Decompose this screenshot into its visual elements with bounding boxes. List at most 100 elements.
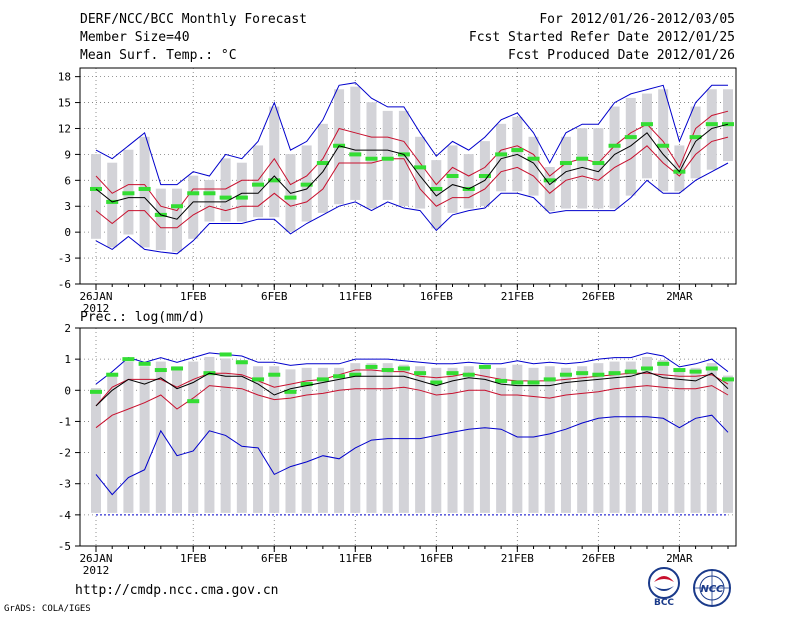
source-url[interactable]: http://cmdp.ncc.cma.gov.cn [75,583,279,598]
temp-xtick-label: 16FEB [420,290,453,303]
prec-spread-bar [447,367,458,513]
prec-spread-bar [107,375,118,513]
prec-climatology-mark [414,371,427,376]
prec-spread-bar [512,364,523,513]
prec-spread-bar [479,367,490,513]
prec-spread-bar [188,361,199,513]
grads-credit: GrADS: COLA/IGES [4,604,91,614]
prec-climatology-mark [640,366,653,371]
prec-spread-bar [496,367,507,513]
temp-spread-bar [593,128,604,209]
temp-climatology-mark [349,152,362,157]
prec-climatology-mark [689,369,702,374]
prec-climatology-mark [187,399,200,404]
temp-climatology-mark [187,191,200,196]
temp-climatology-mark [640,122,653,127]
prec-spread-bar [641,356,652,513]
prec-spread-bar [253,366,264,513]
prec-spread-bar [528,367,539,513]
temp-climatology-mark [430,186,443,191]
prec-xtick-label: 2MAR [666,552,693,565]
temp-spread-bar [366,102,377,209]
temp-climatology-mark [576,156,589,161]
prec-climatology-mark [624,369,637,374]
prec-spread-bar [366,363,377,513]
prec-xtick-label: 21FEB [501,552,534,565]
temp-min-line [95,162,729,255]
temp-spread-bar [155,188,166,251]
prec-spread-bar [690,367,701,513]
prec-climatology-mark [397,366,410,371]
temp-spread-bar [107,162,118,248]
temp-climatology-mark [592,161,605,166]
prec-climatology-mark [333,374,346,379]
temp-climatology-mark [171,204,184,209]
prec-climatology-mark [673,368,686,373]
prec-spread-bar [463,366,474,513]
prec-spread-bar [593,363,604,513]
prec-climatology-mark [122,357,135,362]
prec-climatology-mark [576,371,589,376]
prec-ytick-label: -4 [58,509,72,522]
temp-spread-bar [236,162,247,222]
temp-climatology-mark [252,182,265,187]
prec-climatology-mark [446,371,459,376]
prec-spread-bar [577,366,588,513]
prec-min-line [95,414,729,496]
prec-xtick-label: 26FEB [582,552,615,565]
temp-climatology-mark [657,143,670,148]
prec-ytick-label: 2 [64,322,71,335]
prec-climatology-mark [527,380,540,385]
prec-ytick-label: -3 [58,478,71,491]
temp-ytick-label: 12 [58,122,71,135]
prec-spread-bar [91,388,101,513]
prec-climatology-mark [252,377,265,382]
temp-climatology-mark [316,161,329,166]
prec-spread-bar [204,356,215,513]
ncc-logo: NCC [693,569,731,607]
temp-lower-line [95,136,729,229]
prec-climatology-mark [559,372,572,377]
prec-spread-bar [334,367,345,513]
temp-xtick-label: 26JAN [79,290,112,303]
variable-label: Mean Surf. Temp.: °C [80,48,237,63]
temp-climatology-mark [365,156,378,161]
prec-climatology-mark [511,380,524,385]
prec-spread-bar [382,363,393,513]
temp-upper-line [95,110,729,212]
temp-spread-bar [706,89,717,170]
temp-spread-bar [544,167,555,212]
prec-climatology-mark [365,364,378,369]
temp-climatology-mark [381,156,394,161]
prec-spread-bar [658,360,669,513]
temp-ytick-label: 15 [58,97,71,110]
temp-spread-bar [577,128,588,209]
temp-spread-bar [253,145,264,218]
prec-ytick-label: -5 [58,540,71,553]
prec-climatology-mark [705,366,718,371]
temp-ytick-label: 9 [64,148,71,161]
prec-ytick-label: -1 [58,415,71,428]
temp-ytick-label: 18 [58,71,71,84]
prec-climatology-mark [543,377,556,382]
prec-climatology-mark [219,352,232,357]
forecast-period: For 2012/01/26-2012/03/05 [539,12,735,27]
temp-climatology-mark [90,186,102,191]
temp-spread-bar [91,154,101,239]
prec-climatology-mark [478,364,491,369]
temp-spread-bar [269,106,280,218]
prec-panel-title: Prec.: log(mm/d) [80,310,205,325]
prec-ytick-label: 0 [64,384,71,397]
prec-median-line [95,371,729,407]
temp-spread-bar [415,136,426,209]
temp-xtick-label: 1FEB [180,290,207,303]
prec-spread-bar [350,363,361,513]
temp-spread-bar [431,160,442,229]
temp-climatology-mark [624,135,637,140]
temp-climatology-mark [268,178,281,183]
temp-spread-bar [560,136,571,209]
temp-spread-bar [658,89,669,192]
prec-spread-bar [155,361,166,513]
temp-climatology-mark [511,148,524,153]
prec-spread-bar [723,375,733,513]
